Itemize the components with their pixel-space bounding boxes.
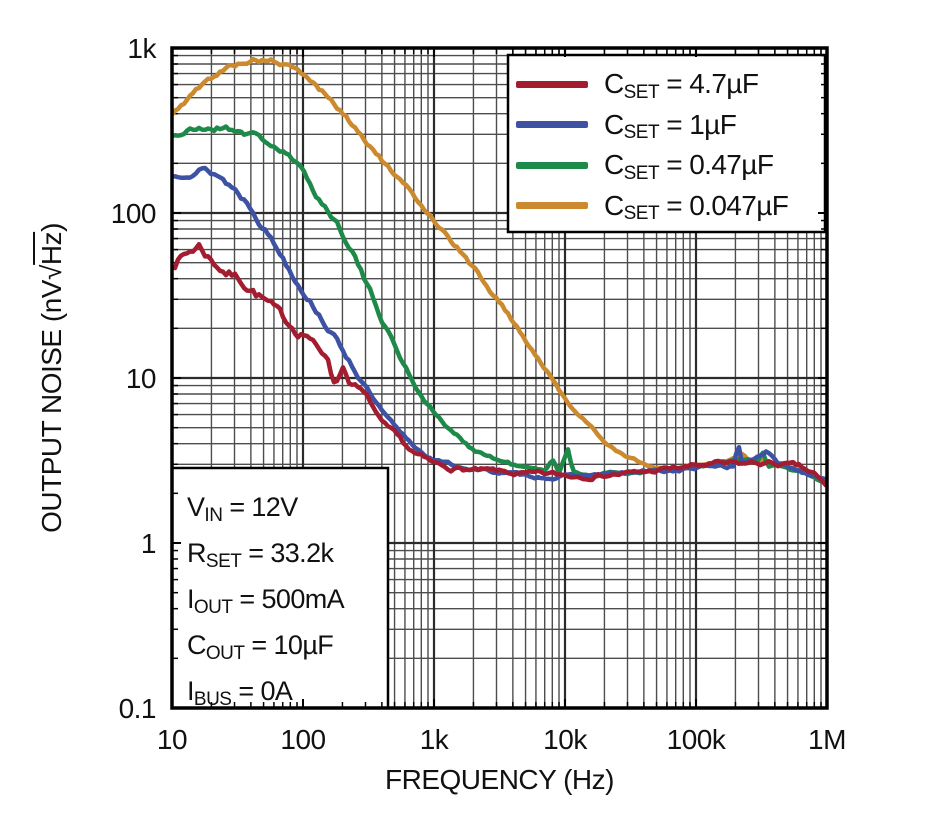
x-axis-title: FREQUENCY (Hz) [385,764,614,795]
x-tick-label: 1M [808,724,846,755]
series-curves [172,56,827,488]
series-curve-1 [172,165,827,482]
y-axis-title: OUTPUT NOISE (nV√Hz) [33,223,68,533]
x-tick-label: 10 [157,724,187,755]
x-tick-label: 100 [280,724,325,755]
condition-line: IOUT = 500mA [187,584,345,618]
legend-label: CSET = 0.047µF [604,189,789,225]
legend-item: CSET = 0.047µF [508,186,825,227]
series-curve-0 [172,241,827,488]
condition-line: RSET = 33.2k [187,538,334,572]
plot-border [170,46,829,710]
legend-label: CSET = 4.7µF [604,68,759,103]
y-tick-label: 0.1 [119,693,156,724]
legend-swatch-green [516,161,588,169]
y-tick-label: 10 [126,363,156,394]
condition-line: IBUS = 0A [187,676,293,710]
legend-swatch-blue [516,121,588,129]
y-tick-label: 1 [141,528,156,559]
conditions-frame [170,466,390,710]
condition-line: VIN = 12V [187,492,298,526]
legend-label: CSET = 1µF [604,108,737,144]
x-tick-label: 100k [667,724,727,755]
conditions-box: VIN = 12V RSET = 33.2k IOUT = 500mA COUT… [172,468,388,710]
x-tick-label: 10k [543,724,588,755]
legend-item: CSET = 0.47µF [508,145,825,186]
y-tick-label: 1k [127,33,157,64]
condition-line: COUT = 10µF [187,630,334,664]
x-tick-label: 1k [420,724,450,755]
y-tick-label: 100 [111,198,156,229]
grid [170,46,829,710]
legend-item: CSET = 1µF [508,105,825,146]
legend-swatch-orange [516,202,588,210]
legend-swatch-red [516,80,588,88]
legend: CSET = 4.7µF CSET = 1µF CSET = 0.47µF CS… [508,55,825,232]
legend-item: CSET = 4.7µF [508,64,825,105]
legend-label: CSET = 0.47µF [604,149,774,184]
